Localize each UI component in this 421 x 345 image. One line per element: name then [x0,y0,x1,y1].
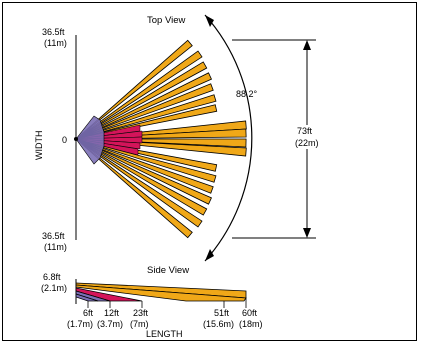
distance-label-12ft: 12ft [104,308,120,318]
fan-beam-long [75,138,208,216]
distance-metric-6ft: (1.7m) [67,319,93,329]
span-label: 73ft [297,126,313,136]
distance-metric-23ft: (7m) [130,319,149,329]
fan-beam-long [75,72,213,140]
distance-label-51ft: 51ft [214,308,230,318]
fan-near-zone [75,115,105,165]
angle-arc [204,14,253,262]
side-view-title: Side View [147,265,189,276]
detection-fan [74,39,247,239]
distance-metric-60ft: (18m) [239,319,263,329]
center-label: 0 [62,135,67,145]
distance-metric-51ft: (15.6m) [203,319,234,329]
span-label-bg [294,125,326,149]
fan-beam-long [75,138,193,239]
side-view: Side View 6.8ft (2.1m) 6ft (1.7m) 12ft (… [41,265,263,339]
length-axis-label: LENGTH [146,329,183,339]
width-axis-label: WIDTH [34,131,44,161]
width-top-metric: (11m) [44,38,67,48]
span-label-metric: (22m) [295,138,319,148]
top-view: Top View 36.5ft (11m) 0 36.5ft (11m) WID… [34,14,326,262]
distance-label-6ft: 6ft [83,308,94,318]
fan-beam-long [75,61,208,140]
width-bottom-metric: (11m) [44,242,67,252]
fan-beam-long [75,39,193,140]
width-bottom-label: 36.5ft [42,231,65,241]
width-top-label: 36.5ft [42,27,65,37]
fan-beam-long [75,94,217,140]
side-beam-mid-long [75,284,247,302]
span-arrow-bottom [303,228,311,238]
diagram-frame [2,2,417,341]
fan-beam-long [75,104,218,140]
height-label: 6.8ft [43,272,61,282]
span-arrow-top [303,40,311,50]
distance-label-23ft: 23ft [133,308,149,318]
top-view-title: Top View [147,15,186,26]
angle-arrow-bottom [205,249,214,261]
fan-beam-long [75,83,214,140]
distance-label-60ft: 60ft [242,308,258,318]
fan-beam-long [75,138,214,194]
fan-beam-long [75,138,217,183]
distance-metric-12ft: (3.7m) [97,319,123,329]
fan-beam-long [75,50,203,140]
fan-beam-long [75,138,203,228]
angle-label: 88.2° [236,89,258,99]
fan-beam-long [75,138,212,205]
angle-arrow-top [205,15,214,27]
height-label-metric: (2.1m) [41,283,67,293]
sensor-origin [74,137,78,141]
